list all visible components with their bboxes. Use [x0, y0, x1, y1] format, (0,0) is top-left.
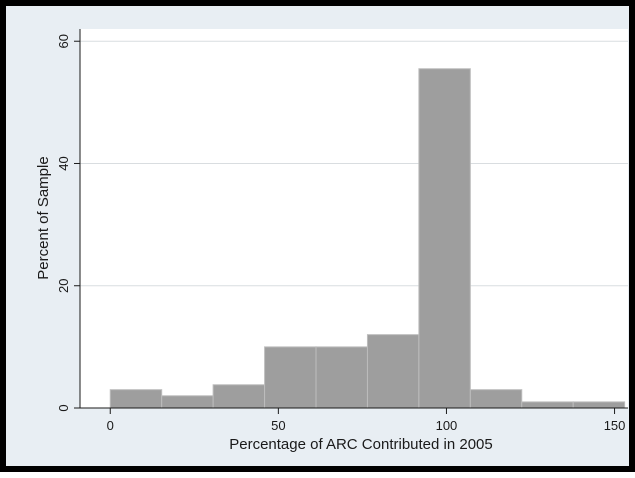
axes — [74, 29, 628, 414]
histogram-chart: 0 20 40 60 0 50 100 150 Percentage of ARC Contr… — [35, 29, 628, 453]
histogram-bar-4 — [264, 346, 317, 409]
x-tick-label-150: 150 — [604, 418, 626, 433]
histogram-bar-5 — [315, 346, 368, 409]
bars — [109, 68, 626, 409]
histogram-bar-1 — [109, 389, 163, 409]
x-tick-label-100: 100 — [436, 418, 458, 433]
y-tick-label-40: 40 — [56, 156, 71, 170]
x-axis-label: Percentage of ARC Contributed in 2005 — [229, 436, 493, 453]
histogram-bar-2 — [161, 395, 214, 409]
y-tick-label-60: 60 — [56, 34, 71, 48]
y-axis-label: Percent of Sample — [35, 156, 52, 279]
histogram-bar-6 — [366, 334, 420, 409]
x-tick-label-0: 0 — [107, 418, 114, 433]
histogram-bar-3 — [212, 384, 266, 409]
plot-area — [80, 29, 628, 408]
y-tick-label-20: 20 — [56, 279, 71, 293]
histogram-bar-10 — [572, 401, 626, 409]
tick-labels: 0 20 40 60 0 50 100 150 — [56, 34, 625, 433]
histogram-bar-9 — [521, 401, 574, 409]
histogram-bar-8 — [469, 389, 523, 409]
y-tick-label-0: 0 — [56, 404, 71, 411]
histogram-bar-7 — [418, 68, 471, 409]
x-tick-label-50: 50 — [271, 418, 285, 433]
gridlines — [80, 40, 628, 287]
